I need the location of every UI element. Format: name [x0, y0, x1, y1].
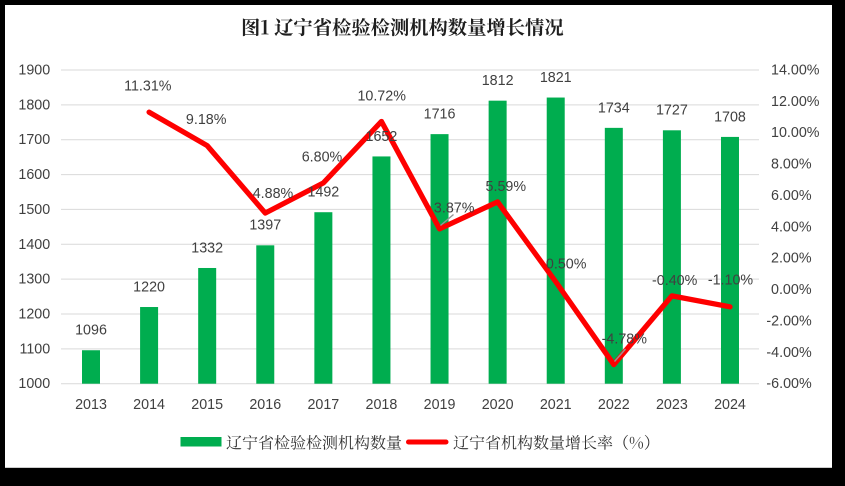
- svg-text:0.00%: 0.00%: [771, 282, 812, 298]
- svg-text:1812: 1812: [482, 73, 514, 89]
- svg-text:1800: 1800: [18, 97, 50, 113]
- svg-text:12.00%: 12.00%: [771, 94, 820, 110]
- svg-text:11.31%: 11.31%: [124, 79, 172, 95]
- svg-text:1900: 1900: [18, 63, 50, 79]
- svg-text:9.18%: 9.18%: [186, 112, 227, 128]
- svg-text:1096: 1096: [75, 323, 107, 339]
- svg-text:1734: 1734: [598, 100, 630, 116]
- svg-text:2021: 2021: [540, 397, 572, 413]
- svg-text:14.00%: 14.00%: [771, 63, 820, 79]
- svg-text:2022: 2022: [598, 397, 630, 413]
- svg-text:2016: 2016: [249, 397, 281, 413]
- svg-text:1652: 1652: [366, 129, 398, 145]
- svg-text:-6.00%: -6.00%: [766, 376, 812, 392]
- svg-text:5.59%: 5.59%: [486, 179, 527, 195]
- svg-text:2024: 2024: [714, 397, 746, 413]
- svg-text:1700: 1700: [18, 132, 50, 148]
- svg-text:2015: 2015: [191, 397, 223, 413]
- svg-text:-0.40%: -0.40%: [652, 273, 698, 289]
- svg-text:1821: 1821: [540, 70, 572, 86]
- svg-text:1716: 1716: [424, 107, 456, 123]
- svg-text:2.00%: 2.00%: [771, 251, 812, 267]
- svg-text:1500: 1500: [18, 202, 50, 218]
- svg-text:1200: 1200: [18, 306, 50, 322]
- svg-text:3.87%: 3.87%: [434, 200, 475, 216]
- svg-text:2023: 2023: [656, 397, 688, 413]
- svg-text:1400: 1400: [18, 237, 50, 253]
- svg-text:1727: 1727: [656, 103, 688, 119]
- svg-text:2020: 2020: [482, 397, 514, 413]
- svg-text:2014: 2014: [133, 397, 165, 413]
- svg-text:-4.00%: -4.00%: [766, 345, 812, 361]
- svg-text:2018: 2018: [366, 397, 398, 413]
- svg-text:1220: 1220: [133, 279, 165, 295]
- svg-text:-2.00%: -2.00%: [766, 313, 812, 329]
- svg-text:1600: 1600: [18, 167, 50, 183]
- svg-text:4.00%: 4.00%: [771, 219, 812, 235]
- svg-text:4.88%: 4.88%: [253, 186, 294, 202]
- svg-text:1492: 1492: [307, 185, 339, 201]
- svg-text:2019: 2019: [424, 397, 456, 413]
- svg-text:2017: 2017: [307, 397, 339, 413]
- svg-text:0.50%: 0.50%: [546, 256, 587, 272]
- svg-text:-4.78%: -4.78%: [602, 332, 648, 348]
- svg-text:2013: 2013: [75, 397, 107, 413]
- svg-text:1397: 1397: [249, 218, 281, 234]
- svg-text:1708: 1708: [714, 109, 746, 125]
- svg-text:10.00%: 10.00%: [771, 125, 820, 141]
- svg-text:1000: 1000: [18, 376, 50, 392]
- svg-text:1300: 1300: [18, 272, 50, 288]
- svg-text:8.00%: 8.00%: [771, 157, 812, 173]
- svg-text:-1.10%: -1.10%: [708, 273, 754, 289]
- svg-text:6.00%: 6.00%: [771, 188, 812, 204]
- svg-text:10.72%: 10.72%: [357, 89, 406, 105]
- svg-text:6.80%: 6.80%: [302, 150, 343, 166]
- svg-text:1100: 1100: [19, 341, 50, 357]
- svg-text:1332: 1332: [191, 240, 223, 256]
